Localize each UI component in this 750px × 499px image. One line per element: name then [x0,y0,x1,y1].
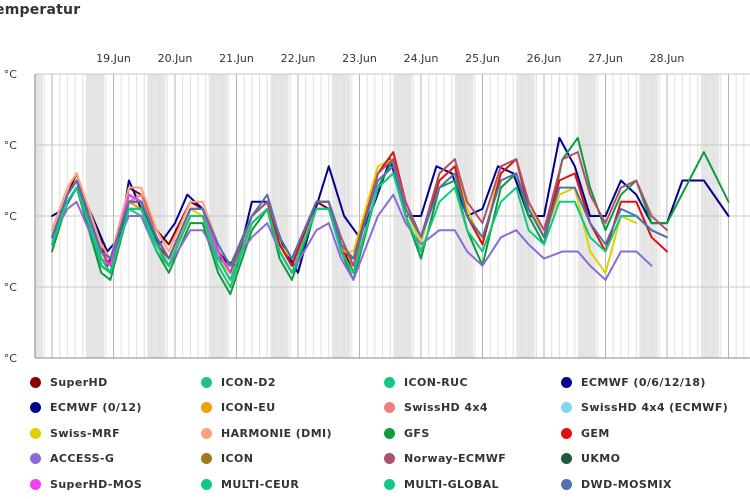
legend-color-dot [201,427,212,439]
x-tick-label: 25.Jun [465,52,500,65]
legend-color-dot [561,402,572,413]
legend-label: DWD-MOSMIX [581,477,672,491]
legend-label: ICON-EU [221,401,276,414]
legend-item[interactable]: MULTI-CEUR [201,474,299,494]
legend-label: GFS [404,426,430,440]
legend-color-dot [384,427,395,439]
legend-item[interactable]: ACCESS-G [30,449,114,469]
legend-item[interactable]: GEM [561,423,610,443]
legend-label: SuperHD [50,375,108,389]
legend-color-dot [30,478,41,490]
legend-label: SwissHD 4x4 [404,401,488,414]
y-tick-label: 0 °C [0,210,17,223]
legend-label: Swiss-MRF [50,426,121,440]
legend-color-dot [384,478,395,490]
legend-color-dot [201,453,212,464]
legend-item[interactable]: Swiss-MRF [30,423,120,443]
legend-item[interactable]: UKMO [561,449,620,469]
legend-item[interactable]: SwissHD 4x4 (ECMWF) [561,398,728,418]
x-tick-label: 22.Jun [281,52,316,65]
legend-item[interactable]: SwissHD 4x4 [384,398,488,418]
legend-label: HARMONIE (DMI) [221,426,332,440]
legend-label: ICON [221,452,254,465]
legend-color-dot [561,453,572,464]
legend-label: SuperHD-MOS [50,477,143,491]
legend-color-dot [561,376,572,388]
legend-color-dot [201,376,212,388]
legend-color-dot [201,478,212,490]
series-line-access-g [51,193,653,281]
temperature-chart: 19.Jun 20.Jun 21.Jun 22.Jun 23.Jun 24.Jun 25.J… [0,52,750,365]
legend-label: MULTI-CEUR [221,477,300,491]
x-tick-label: 27.Jun [588,52,623,65]
x-tick-label: 26.Jun [527,52,562,65]
legend-label: ACCESS-G [50,452,115,465]
x-tick-label: 19.Jun [96,52,131,65]
legend-item[interactable]: ECMWF (0/12) [30,398,142,418]
x-tick-label: 23.Jun [342,52,377,65]
legend-item[interactable]: ICON-RUC [384,372,468,392]
legend-label: UKMO [581,452,621,465]
legend-item[interactable]: ICON [201,449,253,469]
legend-color-dot [30,402,41,413]
legend-color-dot [201,402,212,413]
legend-label: ECMWF (0/12) [50,401,142,414]
legend-item[interactable]: MULTI-GLOBAL [384,474,499,494]
legend-item[interactable]: SuperHD-MOS [30,474,142,494]
series-line-multi-global [51,172,653,281]
legend-item[interactable]: ICON-D2 [201,372,276,392]
legend-color-dot [30,376,41,388]
legend-color-dot [30,427,41,439]
series-line-dwd-mosmix [51,165,668,267]
chart-legend: SuperHD ICON-D2 ICON-RUC ECMWF (0/6/12/18) E… [0,372,750,499]
legend-item[interactable]: DWD-MOSMIX [561,474,672,494]
x-tick-label: 28.Jun [650,52,685,65]
legend-item[interactable]: ICON-EU [201,398,276,418]
legend-label: ECMWF (0/6/12/18) [581,375,706,389]
legend-item[interactable]: Norway-ECMWF [384,449,506,469]
legend-label: MULTI-GLOBAL [404,477,499,491]
legend-color-dot [384,402,395,413]
legend-label: Norway-ECMWF [404,452,507,465]
legend-color-dot [561,427,572,439]
x-tick-label: 20.Jun [158,52,193,65]
legend-color-dot [30,453,41,464]
y-tick-label: 0 °C [0,281,17,294]
legend-color-dot [561,478,572,490]
x-tick-label: 21.Jun [219,52,254,65]
y-tick-label: 0 °C [0,139,17,152]
legend-item[interactable]: SuperHD [30,372,108,392]
legend-label: GEM [581,426,610,440]
chart-title: emperatur [0,2,81,18]
legend-label: ICON-RUC [404,375,468,389]
x-tick-label: 24.Jun [404,52,439,65]
series-line-harmonie-dmi [51,172,232,267]
legend-item[interactable]: ECMWF (0/6/12/18) [561,372,706,392]
legend-color-dot [384,376,395,388]
legend-label: SwissHD 4x4 (ECMWF) [581,401,729,414]
legend-item[interactable]: GFS [384,423,430,443]
legend-color-dot [384,453,395,464]
legend-item[interactable]: HARMONIE (DMI) [201,423,332,443]
y-tick-label: 0 °C [0,68,17,81]
y-tick-label: 0 °C [0,352,17,365]
legend-label: ICON-D2 [221,375,276,389]
